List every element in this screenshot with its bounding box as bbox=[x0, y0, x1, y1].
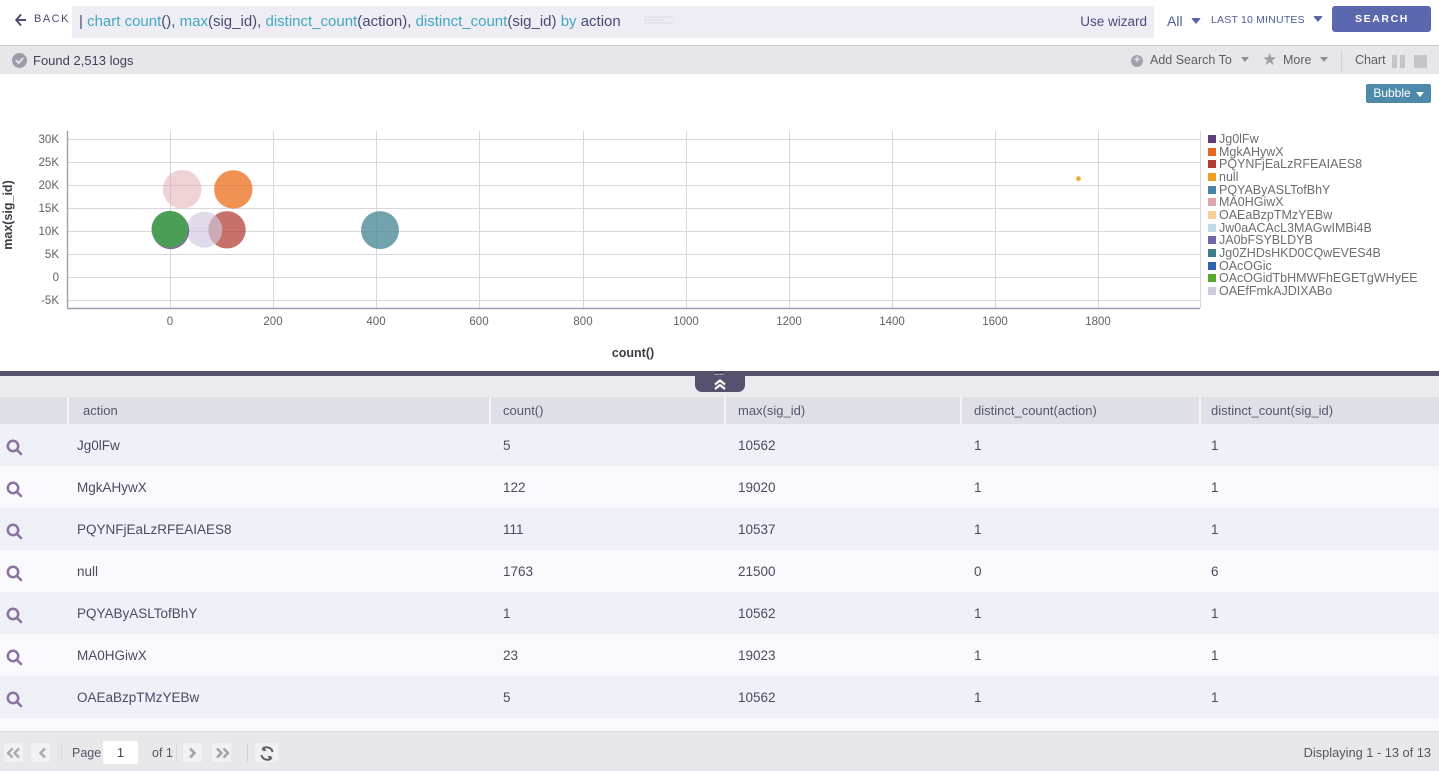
svg-text:-5K: -5K bbox=[41, 295, 59, 307]
svg-text:30K: 30K bbox=[39, 134, 60, 146]
svg-text:800: 800 bbox=[573, 316, 592, 328]
svg-text:count(): count() bbox=[612, 346, 654, 360]
svg-text:0: 0 bbox=[167, 316, 173, 328]
svg-text:max(sig_id): max(sig_id) bbox=[1, 180, 15, 249]
svg-text:5K: 5K bbox=[45, 249, 59, 261]
svg-text:400: 400 bbox=[366, 316, 385, 328]
svg-text:1200: 1200 bbox=[776, 316, 802, 328]
svg-text:25K: 25K bbox=[39, 157, 60, 169]
svg-text:1600: 1600 bbox=[982, 316, 1008, 328]
svg-text:1400: 1400 bbox=[879, 316, 905, 328]
svg-text:10K: 10K bbox=[39, 226, 60, 238]
svg-text:600: 600 bbox=[469, 316, 488, 328]
svg-text:15K: 15K bbox=[39, 203, 60, 215]
svg-text:20K: 20K bbox=[39, 180, 60, 192]
svg-text:1000: 1000 bbox=[673, 316, 699, 328]
svg-text:0: 0 bbox=[53, 272, 59, 284]
svg-text:200: 200 bbox=[263, 316, 282, 328]
svg-text:1800: 1800 bbox=[1085, 316, 1111, 328]
